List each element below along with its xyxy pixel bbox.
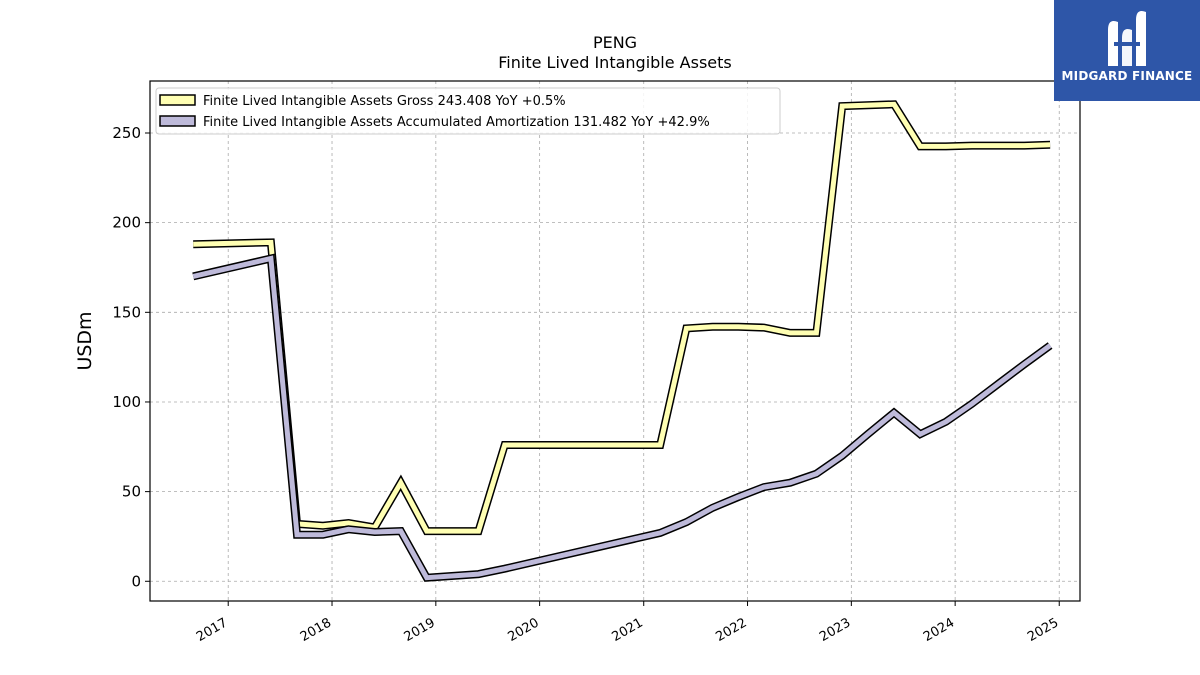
brand-logo-icon bbox=[1108, 11, 1146, 66]
chart-title: PENG bbox=[593, 33, 637, 52]
x-tick-label: 2021 bbox=[610, 615, 646, 645]
grid bbox=[150, 81, 1080, 601]
y-tick-label: 100 bbox=[112, 393, 141, 411]
brand-name: MIDGARD FINANCE bbox=[1061, 69, 1193, 83]
y-tick-label: 50 bbox=[122, 483, 141, 501]
series-line-outline bbox=[192, 253, 1053, 582]
x-tick-label: 2024 bbox=[921, 615, 957, 645]
x-tick-label: 2025 bbox=[1025, 615, 1061, 645]
y-axis-ticks: 0 50 100 150 200 250 bbox=[112, 124, 150, 590]
chart-subtitle: Finite Lived Intangible Assets bbox=[498, 53, 731, 72]
series-line-outline bbox=[193, 100, 1051, 536]
series-line bbox=[193, 101, 1051, 534]
legend-label: Finite Lived Intangible Assets Accumulat… bbox=[203, 115, 710, 130]
x-axis-ticks: 2017 2018 2019 2020 2021 2022 2023 2024 2025 bbox=[194, 601, 1061, 645]
legend-box bbox=[155, 87, 781, 135]
series-1 bbox=[193, 100, 1051, 536]
y-tick-label: 150 bbox=[112, 303, 141, 321]
y-tick-label: 0 bbox=[131, 572, 141, 590]
x-tick-label: 2022 bbox=[713, 615, 749, 645]
x-tick-label: 2023 bbox=[817, 615, 853, 645]
brand-logo: MIDGARD FINANCE bbox=[1054, 0, 1200, 101]
legend-swatch bbox=[159, 115, 196, 127]
legend-label: Finite Lived Intangible Assets Gross 243… bbox=[203, 94, 566, 109]
series-2 bbox=[192, 253, 1053, 582]
x-tick-label: 2019 bbox=[402, 615, 438, 645]
x-tick-label: 2018 bbox=[298, 615, 334, 645]
x-tick-label: 2020 bbox=[505, 615, 541, 645]
y-axis-label: USDm bbox=[74, 311, 96, 370]
series-layer bbox=[192, 100, 1053, 582]
x-tick-label: 2017 bbox=[194, 615, 230, 645]
legend-swatch bbox=[159, 94, 196, 106]
y-tick-label: 250 bbox=[112, 124, 141, 142]
legend: Finite Lived Intangible Assets Gross 243… bbox=[155, 87, 781, 135]
series-line bbox=[192, 255, 1052, 581]
plot-frame bbox=[149, 80, 1081, 602]
y-tick-label: 200 bbox=[112, 214, 141, 232]
